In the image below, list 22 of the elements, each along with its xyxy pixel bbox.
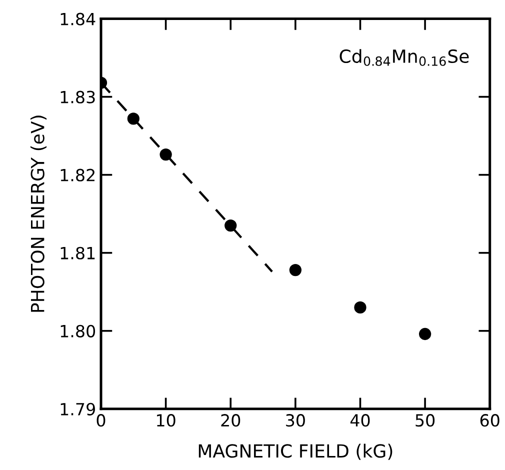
x-axis-title: MAGNETIC FIELD (kG) (198, 444, 392, 460)
x-tick-label: 30 (286, 414, 305, 427)
y-tick-label: 1.79 (60, 402, 95, 416)
y-tick-label: 1.84 (60, 12, 96, 26)
x-tick-label: 50 (416, 414, 435, 427)
y-tick-label: 1.83 (60, 90, 95, 104)
point (354, 301, 366, 314)
annotation: Cd$_{0.84}$Mn$_{0.16}$Se (340, 49, 469, 66)
point (418, 328, 432, 340)
x-tick-label: 60 (480, 414, 500, 427)
x-tick-label: 20 (221, 414, 240, 427)
point (160, 148, 172, 161)
point (127, 112, 140, 125)
y-tick-label: 1.80 (60, 324, 96, 338)
point (224, 219, 237, 232)
y-tick-label: 1.81 (60, 246, 95, 260)
x-tick-label: 40 (350, 414, 370, 427)
point (289, 264, 302, 276)
y-axis-title: PHOTON ENERGY (eV) (30, 116, 47, 312)
x-tick-label: 0 (96, 414, 106, 427)
x-tick-label: 10 (157, 414, 176, 427)
y-tick-label: 1.82 (60, 168, 94, 182)
